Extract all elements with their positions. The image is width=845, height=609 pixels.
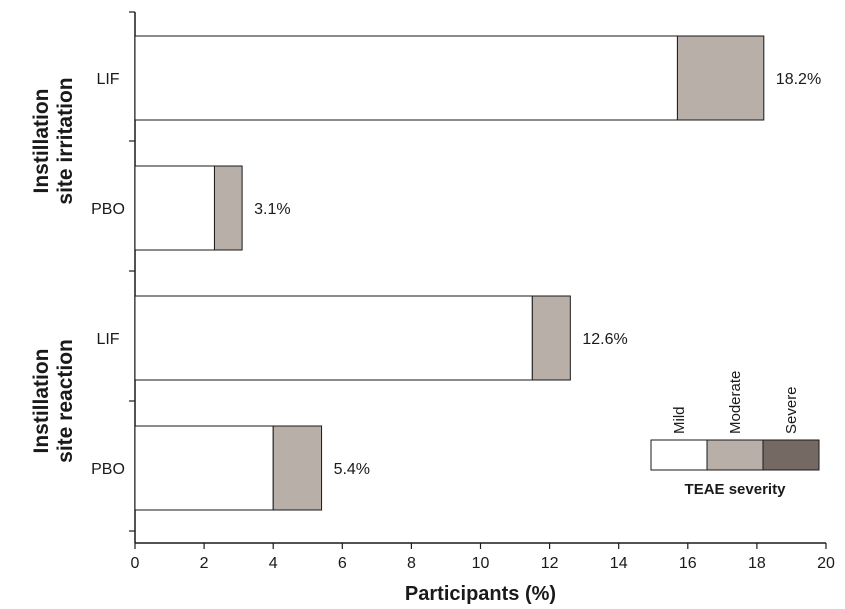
bar-segment-moderate bbox=[531, 295, 571, 381]
x-axis-title: Participants (%) bbox=[405, 583, 556, 605]
category-label: PBO bbox=[91, 461, 125, 478]
bar-segment-mild bbox=[134, 35, 678, 121]
x-tick-label: 18 bbox=[748, 555, 766, 572]
legend-title: TEAE severity bbox=[685, 481, 787, 498]
bar-segment-mild bbox=[134, 295, 533, 381]
bar-total-label: 5.4% bbox=[334, 461, 370, 478]
bar-total-label: 3.1% bbox=[254, 201, 290, 218]
bar-segment-moderate bbox=[676, 35, 765, 121]
legend-label: Mild bbox=[671, 406, 688, 434]
x-tick-label: 14 bbox=[610, 555, 628, 572]
bar-segment-mild bbox=[134, 425, 274, 511]
legend-label: Moderate bbox=[727, 371, 744, 434]
bars bbox=[134, 35, 765, 511]
legend-label: Severe bbox=[783, 386, 800, 434]
legend-swatch-mild bbox=[650, 439, 708, 471]
x-tick-label: 12 bbox=[541, 555, 559, 572]
group-label: Instillationsite reaction bbox=[30, 339, 77, 463]
x-tick-label: 4 bbox=[269, 555, 278, 572]
x-tick-label: 8 bbox=[407, 555, 416, 572]
bar-segment-moderate bbox=[272, 425, 323, 511]
bar-total-label: 18.2% bbox=[776, 71, 821, 88]
category-label: PBO bbox=[91, 201, 125, 218]
x-tick-label: 6 bbox=[338, 555, 347, 572]
legend-swatch-severe bbox=[762, 439, 820, 471]
labels: 18.2% LIF 3.1% PBO 12.6% LIF 5.4% PBO Instillati… bbox=[30, 71, 821, 478]
group-label: Instillationsite irritation bbox=[30, 77, 77, 204]
legend: Mild Moderate Severe TEAE severity bbox=[650, 371, 820, 498]
x-tick-label: 16 bbox=[679, 555, 697, 572]
category-label: LIF bbox=[96, 71, 119, 88]
bar-segment-mild bbox=[134, 165, 215, 251]
bar-segment-moderate bbox=[213, 165, 243, 251]
x-tick-label: 20 bbox=[817, 555, 835, 572]
category-label: LIF bbox=[96, 331, 119, 348]
bar-total-label: 12.6% bbox=[582, 331, 627, 348]
x-tick-label: 0 bbox=[131, 555, 140, 572]
x-tick-label: 10 bbox=[472, 555, 490, 572]
x-tick-label: 2 bbox=[200, 555, 209, 572]
legend-swatch-moderate bbox=[706, 439, 764, 471]
